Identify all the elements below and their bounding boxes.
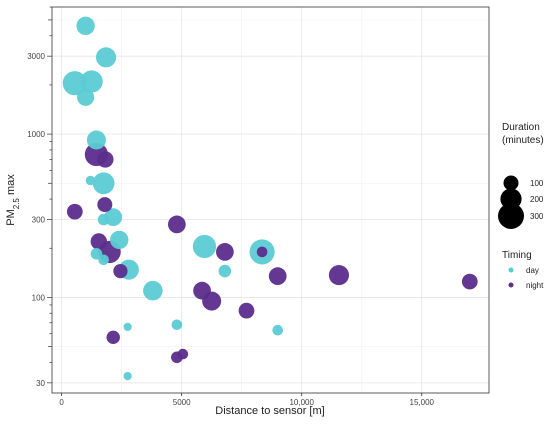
color-legend-key-day bbox=[508, 267, 514, 273]
y-tick-label: 1000 bbox=[27, 130, 45, 139]
size-legend-label: 100 bbox=[530, 179, 544, 188]
points-layer bbox=[62, 16, 478, 381]
data-point-day bbox=[86, 130, 106, 150]
data-point-night bbox=[238, 302, 255, 319]
data-point-night bbox=[66, 203, 83, 220]
data-point-day bbox=[80, 70, 103, 93]
data-point-night bbox=[177, 348, 189, 360]
y-axis-title-suffix: max bbox=[5, 174, 17, 198]
data-point-night bbox=[90, 233, 108, 250]
data-point-night bbox=[328, 265, 349, 286]
size-legend-key bbox=[503, 175, 519, 191]
x-tick-label: 15,000 bbox=[410, 398, 435, 407]
data-point-day bbox=[272, 324, 284, 336]
size-legend-key bbox=[498, 203, 524, 229]
y-axis: 30 100 300 1000 3000 bbox=[27, 6, 52, 388]
x-axis: 0 5000 10,000 15,000 bbox=[59, 393, 435, 407]
y-tick-label: 100 bbox=[32, 293, 46, 302]
data-point-night bbox=[106, 330, 120, 345]
data-point-day bbox=[95, 47, 117, 68]
data-point-night bbox=[256, 246, 268, 258]
data-point-day bbox=[77, 88, 95, 106]
x-axis-title: Distance to sensor [m] bbox=[215, 405, 324, 417]
data-point-night bbox=[193, 281, 211, 300]
data-point-day bbox=[123, 322, 132, 332]
data-point-day bbox=[110, 230, 129, 250]
size-legend-title-line2: (minutes) bbox=[502, 135, 544, 146]
data-point-day bbox=[76, 16, 95, 36]
data-point-day bbox=[171, 319, 183, 331]
color-legend-label-night: night bbox=[526, 281, 544, 290]
plot-border bbox=[51, 6, 490, 394]
y-axis-title-subscript: 2.5 bbox=[12, 198, 21, 210]
size-legend-label: 300 bbox=[530, 212, 544, 221]
x-tick-label: 10,000 bbox=[289, 398, 314, 407]
data-point-night bbox=[167, 215, 186, 234]
y-axis-title: PM2.5 max bbox=[5, 174, 21, 226]
data-point-night bbox=[113, 263, 128, 279]
x-tick-label: 0 bbox=[59, 398, 64, 407]
data-point-night bbox=[268, 267, 287, 286]
grid bbox=[52, 7, 489, 393]
y-tick-label: 300 bbox=[32, 216, 46, 225]
data-point-night bbox=[97, 151, 114, 168]
data-point-day bbox=[98, 254, 109, 266]
data-point-day bbox=[143, 280, 163, 301]
x-tick-label: 5000 bbox=[173, 398, 191, 407]
data-point-day bbox=[92, 172, 115, 195]
data-point-day bbox=[62, 71, 87, 96]
data-point-night bbox=[97, 197, 113, 213]
size-legend-label: 200 bbox=[530, 195, 544, 204]
color-legend-title: Timing bbox=[502, 250, 532, 261]
data-point-day bbox=[192, 234, 217, 259]
data-point-day bbox=[85, 175, 96, 186]
y-tick-label: 3000 bbox=[27, 52, 45, 61]
color-legend-key-night bbox=[508, 282, 514, 288]
size-legend-title-line1: Duration bbox=[502, 122, 540, 133]
data-point-night bbox=[461, 273, 478, 290]
data-point-day bbox=[97, 213, 110, 226]
data-point-day bbox=[218, 264, 232, 278]
data-point-night bbox=[216, 243, 234, 261]
y-tick-label: 30 bbox=[36, 379, 45, 388]
color-legend-label-day: day bbox=[526, 266, 539, 275]
data-point-day bbox=[123, 371, 132, 381]
color-legend: Timing day night bbox=[502, 250, 544, 290]
y-axis-title-main: PM bbox=[5, 209, 17, 226]
size-legend: Duration (minutes) 100 200 300 bbox=[498, 122, 544, 229]
